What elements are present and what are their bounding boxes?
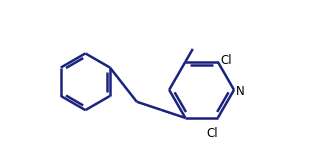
Text: N: N: [236, 85, 245, 98]
Text: Cl: Cl: [220, 54, 232, 67]
Text: Cl: Cl: [207, 127, 218, 140]
